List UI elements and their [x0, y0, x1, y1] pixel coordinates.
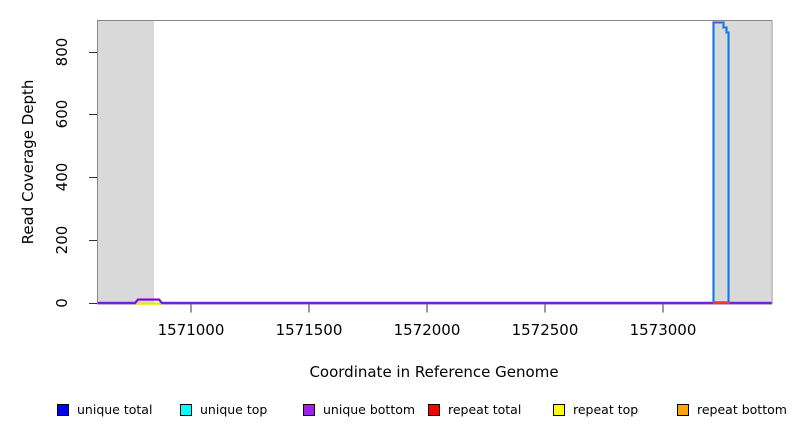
- legend-item-repeat-top: repeat top: [553, 402, 638, 417]
- legend-label: unique bottom: [323, 402, 416, 417]
- legend-swatch-unique-bottom: [303, 403, 315, 416]
- masked-region-right: [713, 21, 771, 303]
- legend-label: repeat total: [448, 402, 522, 417]
- legend-item-unique-total: unique total: [57, 402, 152, 417]
- plot-border: [97, 20, 773, 305]
- y-tick-label: 400: [53, 162, 71, 192]
- legend-swatch-unique-top: [180, 403, 192, 416]
- y-tick-label: 200: [53, 225, 71, 255]
- legend-swatch-unique-total: [57, 403, 69, 416]
- legend-label: repeat bottom: [697, 402, 787, 417]
- legend-item-repeat-bottom: repeat bottom: [677, 402, 787, 417]
- y-tick-label: 800: [53, 37, 71, 67]
- legend-item-repeat-total: repeat total: [428, 402, 521, 417]
- legend-item-unique-top: unique top: [180, 402, 267, 417]
- legend-swatch-repeat-top: [553, 403, 565, 416]
- legend-swatch-repeat-total: [428, 403, 440, 416]
- x-tick-label: 1572000: [393, 321, 461, 339]
- axis-tick-marks: [89, 52, 664, 313]
- x-tick-label: 1571000: [157, 321, 225, 339]
- y-tick-label: 600: [53, 99, 71, 129]
- x-axis-label: Coordinate in Reference Genome: [309, 363, 559, 381]
- x-tick-label: 1573000: [629, 321, 697, 339]
- y-tick-label: 0: [53, 298, 71, 308]
- masked-region-left: [98, 21, 154, 303]
- legend-label: unique top: [200, 402, 268, 417]
- legend-item-unique-bottom: unique bottom: [303, 402, 415, 417]
- unique-total-line: [98, 299, 772, 304]
- legend-swatch-repeat-bottom: [677, 403, 689, 416]
- legend-label: unique total: [77, 402, 153, 417]
- x-tick-label: 1572500: [511, 321, 579, 339]
- y-axis-label: Read Coverage Depth: [19, 79, 37, 245]
- x-tick-label: 1571500: [275, 321, 343, 339]
- unique-total-spike: [712, 21, 730, 302]
- legend-label: repeat top: [573, 402, 639, 417]
